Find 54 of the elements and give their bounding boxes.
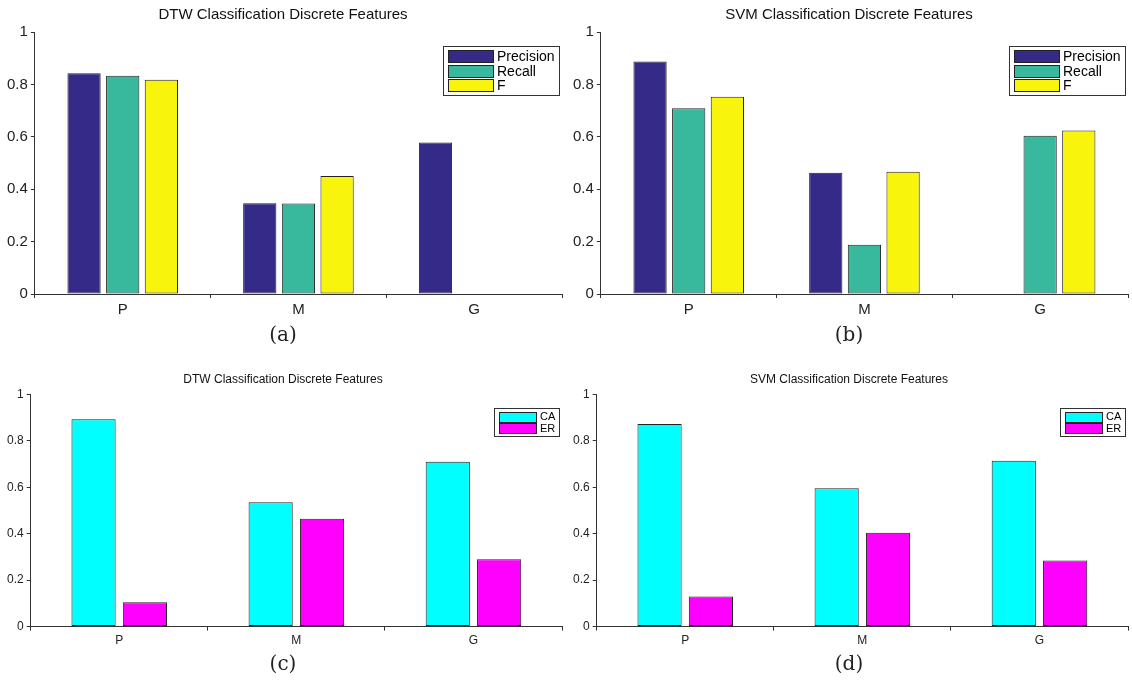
y-tick-label: 0.8	[572, 74, 594, 92]
text: (b)	[833, 322, 865, 346]
y-tick-label: 0.6	[572, 126, 594, 144]
y-tick-label: 0.2	[6, 231, 28, 249]
chart-title: SVM Classification Discrete Features	[749, 371, 949, 386]
y-tick-label: 0	[16, 618, 24, 633]
x-tick-label: M	[858, 300, 871, 318]
y-tick-label: 1	[582, 386, 590, 401]
x-tick-label: G	[468, 633, 479, 648]
legend-label: F	[1063, 77, 1072, 94]
y-tick-label: 0.2	[572, 572, 590, 587]
chart-title: DTW Classification Discrete Features	[183, 371, 383, 386]
legend-label: Recall	[1063, 62, 1102, 79]
legend-label: Recall	[497, 62, 536, 79]
y-tick-label: 0	[582, 618, 590, 633]
x-tick-label: G	[468, 300, 480, 318]
y-tick-label: 1	[16, 386, 24, 401]
legend-label: CA	[1106, 410, 1122, 423]
text: (d)	[833, 651, 865, 675]
y-tick-label: 0.4	[572, 179, 594, 197]
y-tick-label: 0.6	[6, 126, 28, 144]
y-tick-label: 0.8	[6, 74, 28, 92]
x-tick-label: G	[1034, 633, 1045, 648]
chart-title: DTW Classification Discrete Features	[158, 5, 408, 23]
legend-label: Precision	[1063, 48, 1121, 64]
y-tick-label: 0.6	[572, 479, 590, 494]
x-tick-label: P	[683, 300, 694, 318]
x-tick-label: P	[117, 300, 128, 318]
y-tick-label: 0.2	[6, 572, 24, 587]
legend-label: F	[497, 77, 506, 94]
legend-label: Precision	[497, 48, 555, 64]
legend-label: ER	[1106, 421, 1122, 435]
y-tick-label: 0.8	[6, 433, 24, 448]
text: (c)	[268, 651, 298, 675]
y-tick-label: 0.4	[572, 526, 590, 541]
text: (a)	[268, 322, 298, 346]
y-tick-label: 0.2	[572, 231, 594, 249]
legend-label: ER	[540, 421, 556, 435]
x-tick-label: P	[115, 633, 124, 648]
y-tick-label: 1	[585, 22, 594, 40]
y-tick-label: 1	[19, 22, 28, 40]
x-tick-label: M	[291, 633, 302, 648]
x-tick-label: M	[857, 633, 868, 648]
y-tick-label: 0	[19, 284, 28, 302]
y-tick-label: 0.6	[6, 479, 24, 494]
x-tick-label: G	[1034, 300, 1046, 318]
x-tick-label: P	[681, 633, 690, 648]
x-tick-label: M	[292, 300, 305, 318]
y-tick-label: 0.8	[572, 433, 590, 448]
chart-title: SVM Classification Discrete Features	[725, 5, 973, 23]
legend-label: CA	[540, 410, 556, 423]
y-tick-label: 0.4	[6, 179, 28, 197]
y-tick-label: 0.4	[6, 526, 24, 541]
y-tick-label: 0	[585, 284, 594, 302]
